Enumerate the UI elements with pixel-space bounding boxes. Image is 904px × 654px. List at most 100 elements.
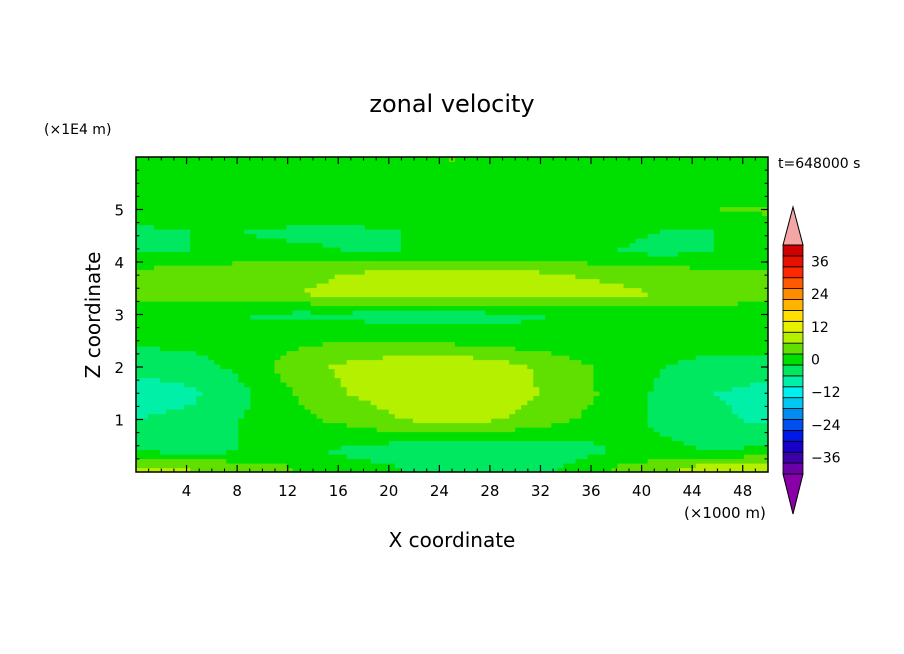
contour-cell bbox=[382, 373, 390, 379]
contour-cell bbox=[749, 265, 757, 271]
contour-cell bbox=[527, 350, 534, 356]
contour-cell bbox=[587, 332, 595, 338]
contour-cell bbox=[274, 260, 282, 266]
contour-cell bbox=[220, 364, 227, 370]
contour-cell bbox=[352, 292, 360, 298]
contour-cell bbox=[448, 364, 456, 370]
contour-cell bbox=[467, 337, 474, 343]
contour-cell bbox=[539, 287, 546, 293]
contour-cell bbox=[442, 422, 450, 428]
contour-cell bbox=[358, 296, 366, 302]
contour-cell bbox=[647, 301, 655, 307]
contour-cell bbox=[491, 386, 498, 392]
contour-cell bbox=[208, 400, 215, 406]
contour-cell bbox=[232, 368, 239, 374]
contour-cell bbox=[352, 323, 360, 329]
contour-cell bbox=[208, 328, 215, 334]
contour-cell bbox=[406, 296, 414, 302]
contour-cell bbox=[557, 305, 564, 311]
contour-cell bbox=[461, 386, 468, 392]
contour-cell bbox=[743, 418, 751, 424]
contour-cell bbox=[148, 341, 155, 347]
contour-cell bbox=[461, 431, 468, 437]
contour-cell bbox=[683, 296, 691, 302]
contour-cell bbox=[262, 265, 270, 271]
contour-cell bbox=[659, 296, 667, 302]
contour-cell bbox=[593, 395, 601, 401]
contour-cell bbox=[635, 296, 643, 302]
contour-cell bbox=[154, 427, 161, 433]
contour-cell bbox=[142, 458, 149, 464]
contour-cell bbox=[412, 332, 420, 338]
contour-cell bbox=[256, 265, 263, 271]
contour-cell bbox=[268, 310, 276, 316]
contour-cell bbox=[515, 350, 522, 356]
contour-cell bbox=[430, 463, 438, 469]
contour-cell bbox=[617, 436, 625, 442]
contour-cell bbox=[136, 445, 143, 451]
contour-cell bbox=[166, 467, 173, 472]
contour-cell bbox=[569, 391, 576, 397]
contour-cell bbox=[599, 377, 607, 383]
contour-cell bbox=[388, 337, 396, 343]
contour-cell bbox=[647, 305, 655, 311]
contour-cell bbox=[424, 463, 432, 469]
contour-cell bbox=[226, 296, 233, 302]
contour-cell bbox=[226, 278, 233, 284]
contour-cell bbox=[545, 359, 552, 365]
contour-cell bbox=[382, 413, 390, 419]
contour-cell bbox=[370, 422, 378, 428]
contour-cell bbox=[304, 436, 312, 442]
contour-cell bbox=[623, 314, 631, 320]
contour-cell bbox=[515, 467, 522, 472]
contour-cell bbox=[148, 292, 155, 298]
contour-cell bbox=[665, 463, 673, 469]
contour-cell bbox=[695, 395, 703, 401]
contour-cell bbox=[340, 373, 348, 379]
contour-cell bbox=[346, 301, 354, 307]
contour-cell bbox=[388, 431, 396, 437]
contour-cell bbox=[178, 310, 185, 316]
contour-cell bbox=[731, 436, 739, 442]
contour-cell bbox=[515, 368, 522, 374]
contour-cell bbox=[286, 265, 294, 271]
contour-cell bbox=[737, 382, 745, 388]
contour-cell bbox=[334, 440, 342, 446]
contour-cell bbox=[491, 292, 498, 298]
contour-cell bbox=[256, 458, 263, 464]
contour-cell bbox=[412, 395, 420, 401]
contour-cell bbox=[503, 422, 510, 428]
contour-cell bbox=[485, 391, 492, 397]
contour-cell bbox=[154, 418, 161, 424]
contour-cell bbox=[352, 427, 360, 433]
contour-cell bbox=[250, 400, 257, 406]
contour-cell bbox=[593, 409, 601, 415]
contour-cell bbox=[689, 283, 697, 289]
contour-cell bbox=[635, 418, 643, 424]
contour-cell bbox=[587, 337, 595, 343]
contour-cell bbox=[533, 404, 540, 410]
contour-cell bbox=[238, 440, 245, 446]
contour-cell bbox=[737, 314, 745, 320]
contour-cell bbox=[250, 395, 257, 401]
contour-cell bbox=[731, 265, 739, 271]
contour-cell bbox=[166, 395, 173, 401]
contour-cell bbox=[647, 467, 655, 472]
contour-cell bbox=[310, 314, 318, 320]
contour-cell bbox=[358, 260, 366, 266]
contour-cell bbox=[725, 409, 733, 415]
contour-cell bbox=[551, 404, 558, 410]
contour-cell bbox=[412, 400, 420, 406]
contour-cell bbox=[755, 310, 763, 316]
contour-cell bbox=[364, 422, 372, 428]
contour-cell bbox=[701, 422, 709, 428]
contour-cell bbox=[346, 296, 354, 302]
contour-cell bbox=[316, 427, 324, 433]
contour-cell bbox=[629, 440, 637, 446]
contour-cell bbox=[340, 364, 348, 370]
contour-cell bbox=[178, 359, 185, 365]
contour-cell bbox=[695, 422, 703, 428]
contour-cell bbox=[503, 436, 510, 442]
contour-cell bbox=[334, 368, 342, 374]
